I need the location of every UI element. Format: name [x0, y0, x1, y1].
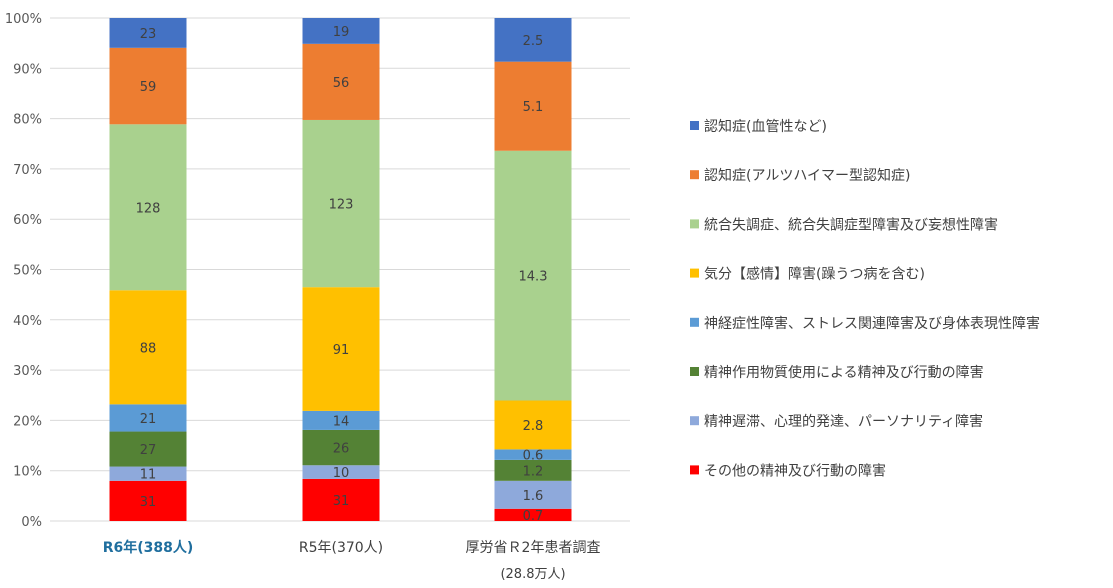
data-label: 19: [333, 25, 350, 40]
data-label: 0.6: [523, 449, 544, 464]
x-category-label: R5年(370人): [299, 540, 383, 556]
bar-segment: [302, 465, 380, 479]
bar-segment: [109, 480, 187, 521]
legend-label: 精神作用物質使用による精神及び行動の障害: [704, 364, 984, 381]
y-tick-label: 80%: [13, 113, 42, 128]
legend-label: 神経症性障害、ストレス関連障害及び身体表現性障害: [704, 316, 1040, 332]
legend-label: 認知症(血管性など): [704, 118, 827, 135]
bar-segment: [494, 18, 572, 62]
data-label: 23: [140, 27, 157, 42]
legend-swatch: [690, 416, 699, 426]
bar-segment: [302, 429, 380, 466]
bar-segment: [494, 400, 572, 450]
legend-swatch: [690, 268, 699, 278]
y-tick-label: 30%: [13, 364, 42, 379]
data-label: 88: [140, 341, 157, 356]
data-label: 5.1: [523, 100, 544, 115]
x-category-sublabel: (28.8万人): [500, 567, 565, 582]
data-label: 0.7: [523, 509, 544, 524]
data-label: 21: [140, 412, 157, 427]
data-label: 14.3: [519, 270, 548, 285]
bar-segment: [109, 290, 187, 405]
data-label: 31: [333, 494, 350, 509]
bar-segment: [109, 466, 187, 481]
legend-label: 気分【感情】障害(躁うつ病を含む): [704, 266, 925, 283]
bar-segment: [109, 47, 187, 125]
bar-segment: [302, 410, 380, 430]
bar-segment: [494, 61, 572, 151]
legend-swatch: [690, 317, 699, 327]
y-tick-label: 100%: [5, 12, 42, 27]
legend-swatch: [690, 170, 699, 180]
data-label: 1.6: [523, 489, 544, 504]
data-label: 26: [333, 442, 350, 457]
legend-label: 統合失調症、統合失調症型障害及び妄想性障害: [704, 217, 998, 233]
legend-swatch: [690, 465, 699, 475]
data-label: 56: [333, 76, 350, 91]
data-label: 2.5: [523, 34, 544, 49]
data-label: 2.8: [523, 419, 544, 434]
data-label: 11: [140, 468, 157, 483]
y-tick-label: 40%: [13, 314, 42, 329]
x-category-label: 厚労省Ｒ2年患者調査: [466, 540, 601, 556]
y-tick-label: 60%: [13, 213, 42, 228]
data-label: 10: [333, 466, 350, 481]
data-label: 31: [140, 495, 157, 510]
data-label: 128: [136, 201, 161, 216]
bar-segment: [494, 508, 572, 521]
x-category-label: R6年(388人): [103, 539, 194, 556]
data-label: 27: [140, 443, 157, 458]
bar-segment: [302, 119, 380, 288]
bar-segment: [302, 478, 380, 521]
y-tick-label: 20%: [13, 414, 42, 429]
bar-segment: [302, 18, 380, 44]
legend-label: 精神遅滞、心理的発達、パーソナリティ障害: [704, 414, 983, 430]
data-label: 14: [333, 414, 350, 429]
bar-segment: [109, 124, 187, 291]
data-label: 59: [140, 80, 157, 95]
bar-segment: [494, 449, 572, 460]
y-tick-label: 70%: [13, 163, 42, 178]
bar-segment: [302, 43, 380, 120]
legend-label: その他の精神及び行動の障害: [704, 463, 886, 479]
legend-swatch: [690, 219, 699, 229]
bar-segment: [109, 404, 187, 432]
bar-segment: [109, 18, 187, 48]
bar-segment: [302, 287, 380, 411]
y-tick-label: 10%: [13, 465, 42, 480]
bar-segment: [494, 480, 572, 509]
legend-swatch: [690, 121, 699, 130]
legend-label: 認知症(アルツハイマー型認知症): [704, 167, 911, 184]
y-tick-label: 0%: [21, 515, 42, 530]
bar-segment: [494, 459, 572, 481]
data-label: 91: [333, 343, 350, 358]
data-label: 1.2: [523, 464, 544, 479]
y-tick-label: 90%: [13, 62, 42, 77]
bar-segment: [494, 150, 572, 401]
legend-swatch: [690, 367, 699, 376]
bar-segment: [109, 431, 187, 467]
y-tick-label: 50%: [13, 264, 42, 279]
data-label: 123: [329, 198, 354, 213]
